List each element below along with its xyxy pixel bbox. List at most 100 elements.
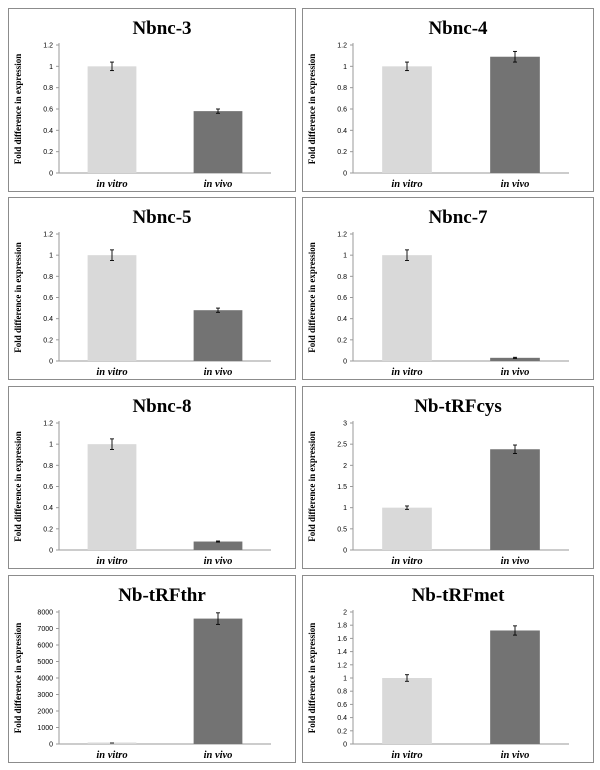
y-tick-label: 0 bbox=[49, 548, 53, 555]
bar-chart: Nbnc-5 Fold difference in expression 0 0.2 0… bbox=[13, 207, 271, 378]
x-category-label: in vitro bbox=[391, 179, 422, 190]
bar bbox=[87, 255, 137, 361]
x-category-label: in vivo bbox=[204, 556, 233, 567]
y-tick-label: 1 bbox=[343, 676, 347, 683]
x-category-label: in vitro bbox=[96, 179, 127, 190]
y-tick-label: 1 bbox=[343, 64, 347, 71]
y-tick-label: 0.5 bbox=[337, 526, 347, 533]
bar bbox=[382, 678, 432, 744]
y-tick-label: 3 bbox=[343, 421, 347, 428]
chart-title: Nbnc-8 bbox=[132, 396, 191, 417]
y-tick-label: 0 bbox=[343, 171, 347, 178]
x-category-label: in vitro bbox=[96, 556, 127, 567]
y-tick-label: 0.4 bbox=[43, 505, 53, 512]
y-tick-label: 3000 bbox=[37, 692, 53, 699]
x-category-label: in vivo bbox=[501, 179, 530, 190]
chart-title: Nb-tRFcys bbox=[414, 396, 502, 417]
y-tick-label: 1 bbox=[343, 253, 347, 260]
bar bbox=[87, 444, 137, 550]
y-tick-label: 1.8 bbox=[337, 623, 347, 630]
y-tick-label: 1000 bbox=[37, 725, 53, 732]
y-axis-label: Fold difference in expression bbox=[13, 431, 23, 541]
y-tick-label: 0.4 bbox=[337, 715, 347, 722]
bar-chart: Nb-tRFmet Fold difference in expression 0 0… bbox=[307, 585, 569, 761]
y-tick-label: 0.4 bbox=[43, 316, 53, 323]
chart-panel: Nbnc-7 Fold difference in expression 0 0.2 0… bbox=[302, 197, 594, 380]
chart-panel: Nbnc-3 Fold difference in expression 0 0.2 0… bbox=[8, 8, 296, 192]
chart-title: Nbnc-3 bbox=[132, 18, 191, 39]
bar-chart: Nb-tRFcys Fold difference in expression 0 0… bbox=[307, 396, 569, 567]
x-category-label: in vitro bbox=[391, 367, 422, 378]
bar bbox=[382, 255, 432, 361]
bar bbox=[490, 630, 540, 744]
y-tick-label: 0.2 bbox=[43, 149, 53, 156]
y-tick-label: 1.2 bbox=[43, 421, 53, 428]
chart-title: Nbnc-5 bbox=[132, 207, 191, 228]
bar bbox=[193, 541, 243, 550]
chart-title: Nb-tRFmet bbox=[412, 585, 506, 606]
y-tick-label: 0.6 bbox=[337, 702, 347, 709]
x-category-label: in vivo bbox=[501, 750, 530, 761]
y-tick-label: 4000 bbox=[37, 676, 53, 683]
x-category-label: in vivo bbox=[501, 556, 530, 567]
bar-chart: Nbnc-4 Fold difference in expression 0 0.2 0… bbox=[307, 18, 569, 190]
y-tick-label: 1.2 bbox=[337, 43, 347, 50]
x-category-label: in vivo bbox=[204, 750, 233, 761]
y-tick-label: 0.8 bbox=[337, 689, 347, 696]
y-tick-label: 2000 bbox=[37, 709, 53, 716]
y-tick-label: 1.2 bbox=[43, 43, 53, 50]
y-tick-label: 0.8 bbox=[43, 85, 53, 92]
y-tick-label: 0.8 bbox=[43, 274, 53, 281]
x-category-label: in vivo bbox=[204, 367, 233, 378]
y-tick-label: 0.6 bbox=[43, 107, 53, 114]
y-tick-label: 0.6 bbox=[337, 107, 347, 114]
y-axis-label: Fold difference in expression bbox=[13, 623, 23, 733]
y-tick-label: 0.4 bbox=[43, 128, 53, 135]
bar bbox=[193, 618, 243, 744]
bar bbox=[382, 66, 432, 173]
y-tick-label: 1 bbox=[343, 505, 347, 512]
bar-chart: Nbnc-7 Fold difference in expression 0 0.2 0… bbox=[307, 207, 569, 378]
x-category-label: in vivo bbox=[501, 367, 530, 378]
y-tick-label: 0 bbox=[49, 171, 53, 178]
y-tick-label: 8000 bbox=[37, 610, 53, 617]
y-axis-label: Fold difference in expression bbox=[307, 54, 317, 164]
x-category-label: in vitro bbox=[96, 750, 127, 761]
x-category-label: in vitro bbox=[96, 367, 127, 378]
chart-panel: Nb-tRFmet Fold difference in expression 0 0… bbox=[302, 575, 594, 763]
chart-panel: Nbnc-4 Fold difference in expression 0 0.2 0… bbox=[302, 8, 594, 192]
y-axis-label: Fold difference in expression bbox=[13, 54, 23, 164]
y-tick-label: 1.2 bbox=[337, 232, 347, 239]
y-tick-label: 0.4 bbox=[337, 316, 347, 323]
y-tick-label: 1.2 bbox=[43, 232, 53, 239]
y-tick-label: 0.2 bbox=[43, 337, 53, 344]
y-tick-label: 0.2 bbox=[337, 728, 347, 735]
chart-title: Nb-tRFthr bbox=[118, 585, 206, 606]
bar-chart: Nbnc-8 Fold difference in expression 0 0.2 0… bbox=[13, 396, 271, 567]
y-tick-label: 0.2 bbox=[337, 337, 347, 344]
bar bbox=[193, 310, 243, 361]
y-tick-label: 0.4 bbox=[337, 128, 347, 135]
chart-panel: Nb-tRFthr Fold difference in expression 0 1… bbox=[8, 575, 296, 763]
x-category-label: in vivo bbox=[204, 179, 233, 190]
y-tick-label: 0.6 bbox=[43, 484, 53, 491]
bar bbox=[490, 357, 540, 361]
bar bbox=[490, 449, 540, 550]
chart-panel: Nbnc-8 Fold difference in expression 0 0.2 0… bbox=[8, 386, 296, 569]
y-tick-label: 0.6 bbox=[337, 295, 347, 302]
chart-panel: Nb-tRFcys Fold difference in expression 0 0… bbox=[302, 386, 594, 569]
y-tick-label: 0.8 bbox=[43, 463, 53, 470]
y-tick-label: 2.5 bbox=[337, 442, 347, 449]
y-tick-label: 1 bbox=[49, 253, 53, 260]
y-tick-label: 0.8 bbox=[337, 274, 347, 281]
x-category-label: in vitro bbox=[391, 556, 422, 567]
x-category-label: in vitro bbox=[391, 750, 422, 761]
y-tick-label: 1.6 bbox=[337, 636, 347, 643]
y-tick-label: 5000 bbox=[37, 659, 53, 666]
y-tick-label: 2 bbox=[343, 463, 347, 470]
y-tick-label: 0 bbox=[49, 742, 53, 749]
y-tick-label: 1.2 bbox=[337, 662, 347, 669]
bar-chart: Nbnc-3 Fold difference in expression 0 0.2 0… bbox=[13, 18, 271, 190]
bar bbox=[87, 66, 137, 173]
y-tick-label: 0 bbox=[343, 548, 347, 555]
